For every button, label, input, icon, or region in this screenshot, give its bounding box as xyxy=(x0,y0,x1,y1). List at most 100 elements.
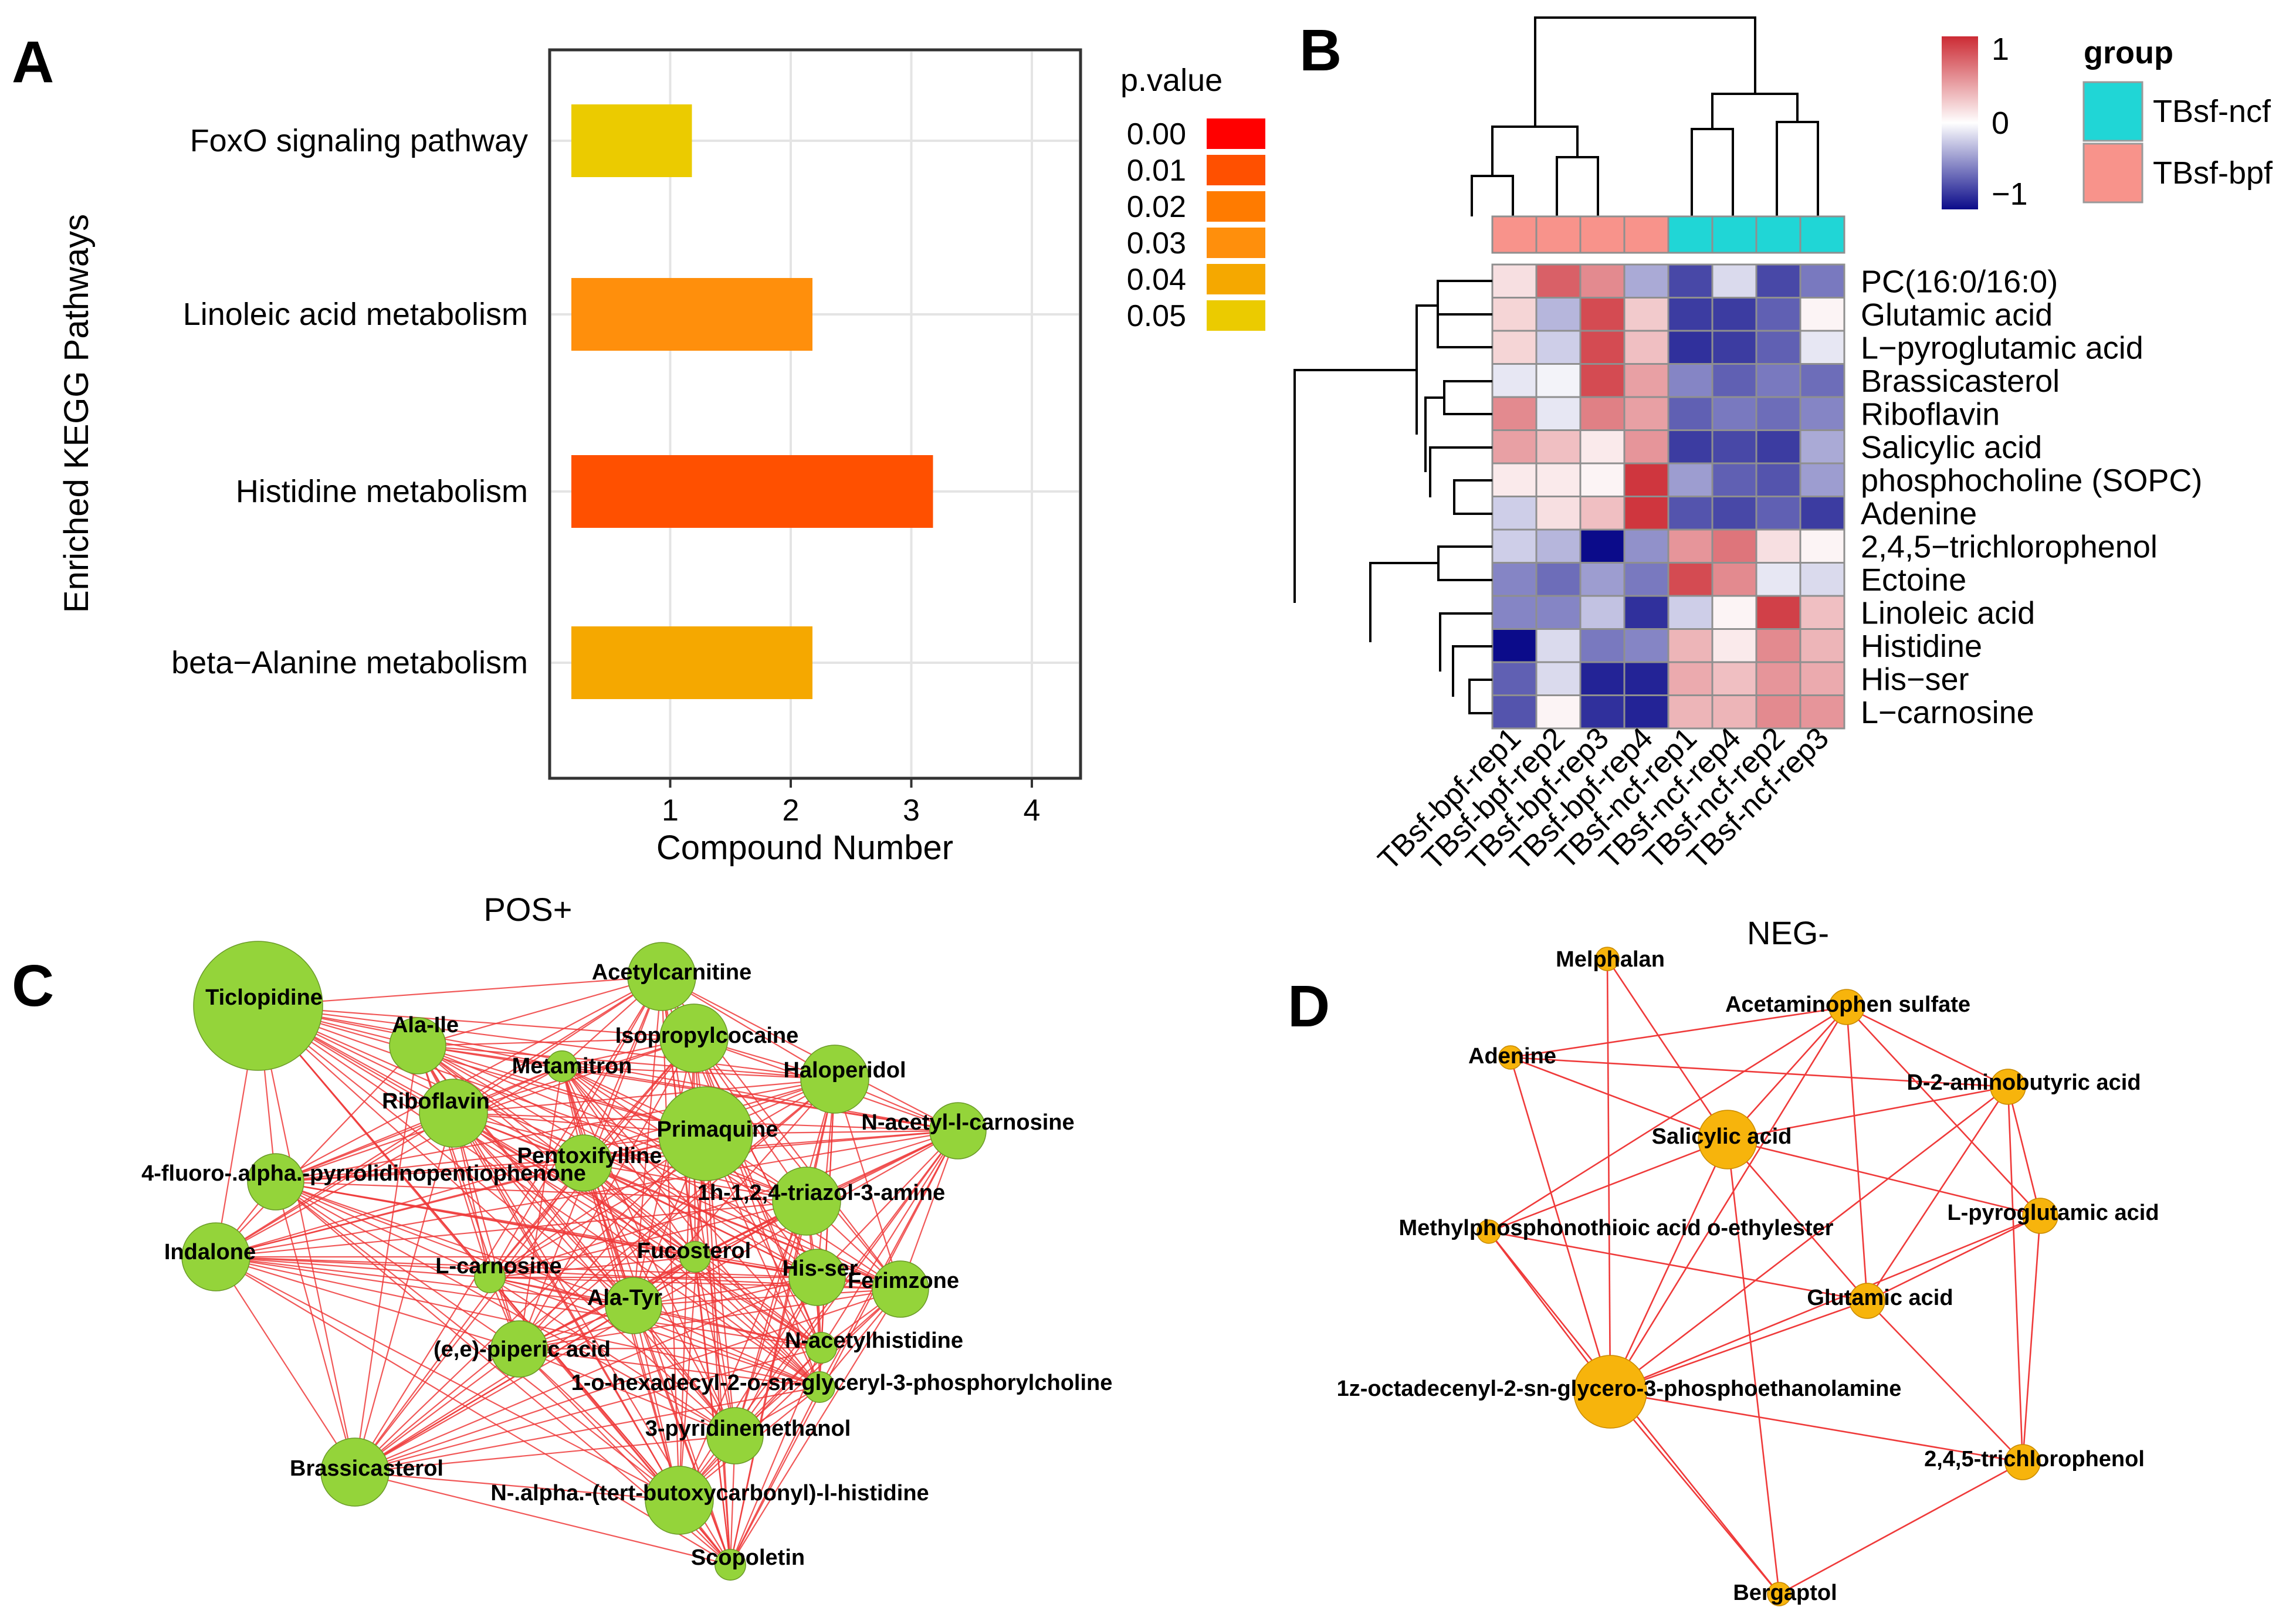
network-node xyxy=(645,1466,714,1535)
network-node-label: Adenine xyxy=(1468,1044,1556,1069)
heatmap-cell xyxy=(1491,595,1538,630)
panel-a-category-labels: FoxO signaling pathway Linoleic acid meta… xyxy=(171,123,528,680)
heatmap-cell xyxy=(1535,263,1582,299)
heatmap-row-label: PC(16:0/16:0) xyxy=(1861,264,2058,299)
panel-a-label: A xyxy=(12,29,54,95)
network-edge xyxy=(453,1113,820,1388)
pvalue-legend-label: 0.04 xyxy=(1127,263,1186,297)
panel-c: C POS+ Ticlopidine Ala-Ile Acetylcarnitine… xyxy=(12,891,1112,1581)
network-edge xyxy=(354,1435,736,1473)
heatmap-cell xyxy=(1491,562,1538,597)
bar xyxy=(571,278,812,351)
network-node xyxy=(1595,947,1620,971)
heatmap-cell xyxy=(1799,496,1845,531)
heatmap-cell xyxy=(1535,628,1582,663)
heatmap-cell xyxy=(1755,462,1801,497)
heatmap-cell xyxy=(1755,429,1801,465)
network-node xyxy=(772,1167,841,1236)
heatmap-cell xyxy=(1535,330,1582,365)
network-edge xyxy=(354,1347,822,1473)
network-edge xyxy=(693,1038,818,1278)
network-node xyxy=(1477,1219,1501,1244)
network-edge xyxy=(215,1256,634,1307)
network-node xyxy=(247,1153,304,1211)
heatmap-cell xyxy=(1491,263,1538,299)
heatmap-cell xyxy=(1755,528,1801,564)
network-edge xyxy=(1510,1056,1728,1141)
row-dendro-link xyxy=(1443,380,1492,415)
network-edge xyxy=(1610,1215,2041,1393)
network-node-label: 4-fluoro-.alpha.-pyrrolidinopentiophenon… xyxy=(141,1161,586,1186)
heatmap-cell xyxy=(1799,297,1845,332)
panel-a-bars xyxy=(571,104,933,699)
col-dendro-link xyxy=(1691,128,1734,216)
color-scale-tick-label: −1 xyxy=(1992,177,2028,212)
network-node-label: 1z-octadecenyl-2-sn-glycero-3-phosphoeth… xyxy=(1337,1376,1902,1401)
network-edge xyxy=(519,1348,820,1388)
heatmap-cell xyxy=(1579,396,1626,431)
heatmap-cell xyxy=(1799,263,1845,299)
heatmap-row-label: Riboflavin xyxy=(1861,396,2000,432)
network-edge xyxy=(275,1181,356,1473)
heatmap-cell xyxy=(1491,694,1538,730)
network-node-label: Pentoxifylline xyxy=(517,1144,662,1168)
pvalue-legend-label: 0.01 xyxy=(1127,154,1186,188)
network-edge xyxy=(453,1113,634,1306)
network-node xyxy=(706,1407,764,1464)
network-node xyxy=(679,1241,711,1273)
pvalue-legend-title: p.value xyxy=(1120,63,1222,98)
heatmap-cell xyxy=(1755,694,1801,730)
network-edge xyxy=(275,1130,959,1183)
heatmap-cell xyxy=(1623,462,1669,497)
network-edge xyxy=(275,1133,706,1183)
heatmap-cell xyxy=(1579,429,1626,465)
heatmap-row-label: phosphocholine (SOPC) xyxy=(1861,463,2202,498)
network-node-label: Salicylic acid xyxy=(1652,1124,1792,1149)
heatmap-cell xyxy=(1755,363,1801,398)
network-node-label: Brassicasterol xyxy=(290,1456,443,1481)
heatmap-row-label: Glutamic acid xyxy=(1861,297,2053,333)
heatmap-cell xyxy=(1711,496,1757,531)
heatmap-cell xyxy=(1667,263,1713,299)
heatmap-cell xyxy=(1535,562,1582,597)
heatmap-row-labels: PC(16:0/16:0)Glutamic acidL−pyroglutamic… xyxy=(1861,264,2202,730)
heatmap-cell xyxy=(1667,628,1713,663)
network-edge xyxy=(258,1005,695,1039)
network-edge xyxy=(489,1256,696,1279)
heatmap-cell xyxy=(1579,496,1626,531)
network-neg-labels: Melphalan Acetaminophen sulfate Adenine D-2… xyxy=(1337,947,2159,1605)
network-pos-labels: Ticlopidine Ala-Ile Acetylcarnitine Isoprop… xyxy=(141,960,1112,1570)
network-edge xyxy=(275,1181,490,1279)
pvalue-legend-swatch xyxy=(1207,300,1265,331)
heatmap-cell xyxy=(1799,528,1845,564)
network-edge xyxy=(1610,1300,1868,1393)
network-edge xyxy=(694,1256,732,1565)
network-edge xyxy=(678,1201,808,1501)
network-edge xyxy=(215,1256,731,1565)
group-annotation-cell xyxy=(1623,215,1669,254)
panel-d-label: D xyxy=(1288,974,1330,1039)
pvalue-legend-swatch xyxy=(1207,155,1265,185)
heatmap-cell xyxy=(1711,562,1757,597)
row-dendro-link xyxy=(1437,313,1492,348)
heatmap-cell xyxy=(1491,429,1538,465)
network-node xyxy=(658,1086,753,1181)
group-legend-swatch xyxy=(2082,143,2143,204)
network-node xyxy=(2022,1198,2058,1234)
network-edge xyxy=(489,1079,835,1278)
heatmap-cell xyxy=(1623,263,1669,299)
heatmap-cell xyxy=(1623,297,1669,332)
network-edge xyxy=(275,1162,584,1183)
heatmap-cell xyxy=(1579,628,1626,663)
network-edge xyxy=(633,1304,820,1388)
heatmap-cell xyxy=(1667,297,1713,332)
network-node xyxy=(659,1003,729,1073)
group-annotation-cell xyxy=(1491,215,1538,254)
network-edge xyxy=(561,1066,820,1388)
panel-b: B PC(16:0/16:0)Glutamic acidL−pyroglutam… xyxy=(1293,16,2273,877)
network-node xyxy=(320,1437,390,1507)
heatmap-cell xyxy=(1623,429,1669,465)
network-edge xyxy=(1779,1461,2023,1595)
network-edge xyxy=(583,1162,818,1278)
row-dendro-link xyxy=(1437,280,1492,331)
